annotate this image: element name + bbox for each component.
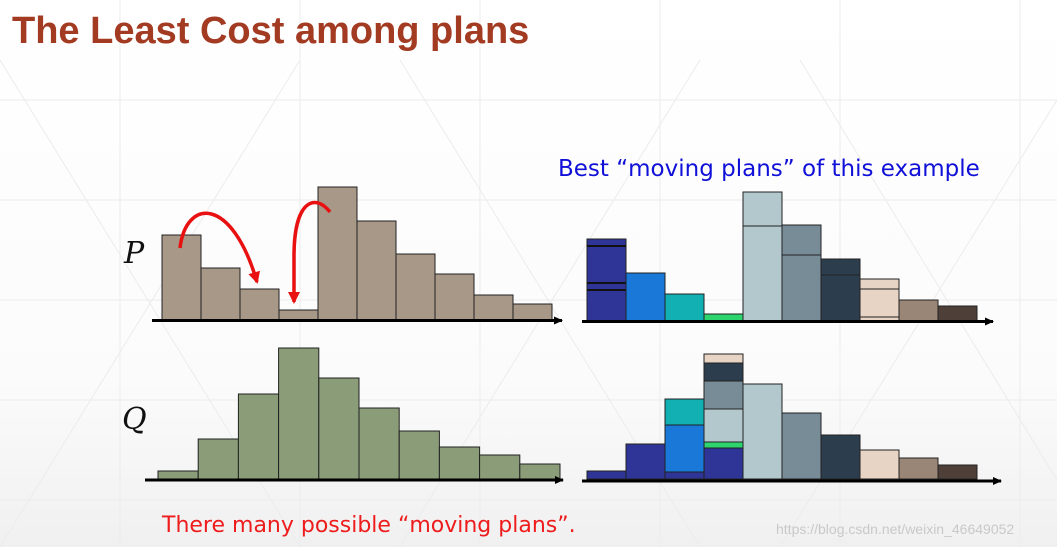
p-plan-bar-9 (898, 299, 939, 322)
q-hist-bar-10 (519, 463, 561, 480)
p-hist-bar-7 (395, 253, 436, 321)
p-plan-bar-1 (586, 238, 627, 322)
q-plan-bar-9 (898, 457, 939, 480)
q-plan-bar-2 (625, 443, 666, 480)
q-hist-bar-9 (479, 454, 521, 480)
q-plan-bar-7 (820, 434, 861, 480)
p-hist-bar-4 (278, 309, 319, 321)
q-plan-bar-4-beige (703, 353, 744, 364)
p-hist-bar-10 (512, 303, 553, 321)
p-hist-bar-2 (200, 267, 241, 321)
p-hist-bar-1 (161, 234, 202, 321)
q-plan-bar-4-light (703, 408, 744, 443)
q-plan-bar-6 (781, 412, 822, 480)
q-plan-bar-8 (859, 449, 900, 480)
q-plan-bar-4-slate (703, 380, 744, 410)
footer-note: There many possible “moving plans”. (162, 513, 576, 538)
q-hist-bar-7 (398, 430, 440, 480)
q-hist-bar-6 (358, 407, 400, 480)
p-hist-bar-9 (473, 294, 514, 321)
distribution-q-label: Q (122, 402, 147, 437)
p-hist-bar-8 (434, 273, 475, 321)
q-plan-bar-3-blue (664, 424, 705, 473)
q-plan-bar-4-green (703, 441, 744, 449)
p-hist-bar-6 (356, 220, 397, 321)
q-moving-plan-histogram (586, 353, 978, 480)
slide-title: The Least Cost among plans (12, 10, 530, 52)
move-arrow-right (288, 200, 332, 304)
p-plan-bar-5 (742, 191, 783, 322)
p-moving-plan-histogram (586, 191, 978, 322)
p-histogram (161, 186, 553, 321)
distribution-p-label: P (124, 236, 145, 271)
p-plan-bar-4 (703, 313, 744, 322)
q-hist-bar-1 (157, 470, 199, 480)
q-hist-bar-4 (278, 347, 320, 480)
p-plan-bar-3 (664, 293, 705, 322)
watermark: https://blog.csdn.net/weixin_46649052 (776, 521, 1015, 537)
q-hist-bar-5 (318, 377, 360, 480)
p-plan-bar-7 (820, 258, 861, 322)
q-hist-bar-8 (438, 446, 481, 480)
q-hist-bar-2 (197, 438, 239, 480)
p-hist-bar-3 (239, 288, 280, 321)
q-plan-bar-3-dark (664, 471, 705, 480)
q-plan-bar-5 (742, 383, 783, 480)
q-plan-bar-10 (937, 464, 978, 480)
q-plan-bar-3-teal (664, 398, 705, 426)
q-plan-bar-4-navy (703, 362, 744, 382)
q-histogram (157, 347, 561, 480)
p-hist-bar-5 (317, 186, 358, 321)
p-plan-bar-10 (937, 305, 978, 322)
q-plan-bar-1 (586, 470, 627, 480)
q-hist-bar-3 (237, 393, 280, 480)
p-plan-bar-2 (625, 272, 666, 322)
p-plan-bar-8 (859, 278, 900, 322)
best-moving-plans-caption: Best “moving plans” of this example (558, 156, 980, 182)
move-arrow-left (178, 211, 260, 284)
p-plan-bar-6 (781, 224, 822, 322)
q-plan-bar-4-dark (703, 447, 744, 480)
